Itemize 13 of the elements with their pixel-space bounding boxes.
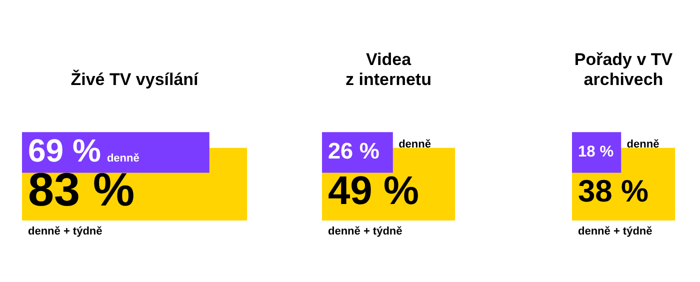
data-label: 18 % bbox=[578, 144, 614, 161]
series-label: denně bbox=[106, 152, 140, 164]
series-label: denně + týdně bbox=[328, 226, 402, 238]
data-label: 49 % bbox=[328, 168, 419, 213]
series-label: denně bbox=[626, 138, 660, 150]
data-label: 38 % bbox=[578, 173, 648, 208]
series-label: denně + týdně bbox=[578, 226, 652, 238]
chart-title: Živé TV vysílání bbox=[70, 70, 200, 90]
series-label: denně bbox=[398, 138, 431, 150]
chart-title: Pořady v TV archivech bbox=[573, 50, 674, 90]
series-label: denně + týdně bbox=[28, 226, 102, 238]
chart-title: Videa z internetu bbox=[344, 50, 432, 90]
data-label: 26 % bbox=[328, 138, 380, 164]
